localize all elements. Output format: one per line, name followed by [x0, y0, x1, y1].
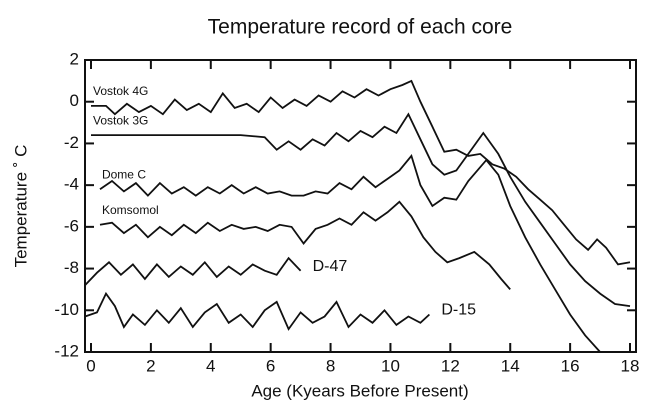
y-axis-label: Temperature ˚ C — [11, 145, 30, 268]
x-tick-label: 14 — [501, 356, 520, 375]
x-tick-label: 4 — [206, 356, 215, 375]
series-label: Vostok 3G — [93, 113, 148, 127]
series-line — [99, 154, 601, 353]
x-tick-label: 12 — [441, 356, 460, 375]
chart-title: Temperature record of each core — [208, 16, 513, 39]
y-tick-label: -10 — [54, 300, 79, 319]
y-tick-label: 0 — [70, 91, 79, 110]
x-tick-label: 10 — [381, 356, 400, 375]
y-tick-label: -12 — [54, 341, 79, 360]
y-tick-label: 2 — [70, 49, 79, 68]
y-tick-label: -6 — [64, 216, 79, 235]
series-label: D-47 — [313, 258, 348, 275]
series-line — [84, 291, 431, 331]
y-tick-label: -4 — [64, 175, 79, 194]
series-line — [84, 256, 302, 286]
series-line — [91, 79, 631, 266]
plot-frame — [84, 59, 637, 353]
x-tick-label: 0 — [86, 356, 95, 375]
y-tick-label: -8 — [64, 258, 79, 277]
x-tick-label: 16 — [561, 356, 580, 375]
y-tick-label: -2 — [64, 133, 79, 152]
x-tick-label: 8 — [326, 356, 335, 375]
series-label: D-15 — [441, 302, 476, 319]
series-label: Vostok 4G — [93, 84, 148, 98]
series-line — [99, 200, 511, 290]
series-label: Komsomol — [102, 203, 159, 217]
series-label: Dome C — [102, 167, 146, 181]
x-tick-label: 18 — [621, 356, 640, 375]
series-line — [91, 112, 631, 307]
x-tick-label: 2 — [146, 356, 155, 375]
x-tick-label: 6 — [266, 356, 275, 375]
x-axis-label: Age (Kyears Before Present) — [251, 381, 468, 400]
